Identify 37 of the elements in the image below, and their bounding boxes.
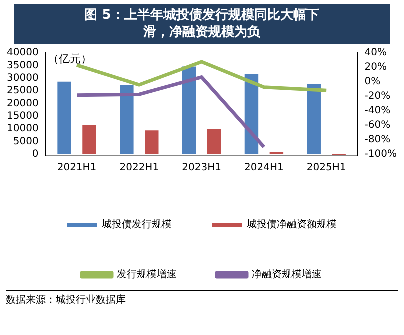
y-tick-label: 5000 — [13, 136, 39, 148]
bar — [82, 125, 96, 154]
y-tick-label: 20000 — [7, 98, 39, 110]
y-tick-label: 35000 — [7, 60, 39, 72]
x-tick-label: 2021H1 — [57, 162, 97, 174]
legend-label: 城投债净融资额规模 — [246, 218, 337, 231]
bar — [270, 152, 284, 154]
legend-label: 城投债发行规模 — [101, 218, 172, 231]
bar — [120, 85, 134, 154]
y2-tick-label: -80% — [364, 134, 391, 146]
source-note: 数据来源：城投行业数据库 — [6, 290, 398, 307]
bar — [182, 66, 196, 154]
y2-tick-label: 40% — [364, 48, 388, 59]
y-tick-label: 15000 — [7, 111, 39, 122]
y-tick-label: 10000 — [7, 124, 39, 135]
bar — [145, 130, 159, 154]
x-tick-label: 2022H1 — [120, 162, 160, 174]
y-axis-title: （亿元） — [48, 52, 92, 66]
bar — [58, 82, 72, 154]
bar — [307, 84, 321, 154]
legend-label: 净融资规模增速 — [252, 268, 322, 281]
y2-tick-label: -20% — [364, 91, 391, 102]
y2-tick-label: 20% — [364, 62, 388, 74]
bar — [207, 129, 222, 154]
y-tick-label: 40000 — [7, 48, 39, 59]
x-tick-label: 2025H1 — [306, 162, 346, 174]
legend-label: 发行规模增速 — [117, 268, 177, 281]
y2-tick-label: 0% — [364, 76, 381, 88]
y-tick-label: 25000 — [7, 86, 39, 97]
y2-tick-label: -60% — [364, 120, 391, 132]
y-tick-label: 0 — [32, 149, 39, 160]
x-tick-label: 2023H1 — [182, 162, 222, 174]
y2-tick-label: -100% — [364, 149, 398, 160]
y2-tick-label: -40% — [364, 106, 391, 117]
y-tick-label: 30000 — [7, 72, 39, 84]
x-tick-label: 2024H1 — [244, 162, 284, 174]
chart-title: 图 5：上半年城投债发行规模同比大幅下滑，净融资规模为负 — [14, 4, 390, 44]
